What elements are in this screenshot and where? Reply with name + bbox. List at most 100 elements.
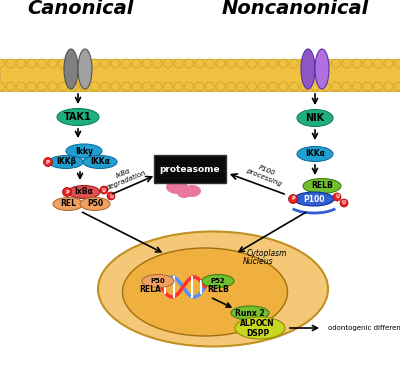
Circle shape: [394, 59, 400, 68]
Text: U: U: [342, 200, 346, 206]
Circle shape: [153, 59, 162, 68]
Ellipse shape: [288, 194, 298, 203]
Circle shape: [248, 59, 256, 68]
Ellipse shape: [78, 49, 92, 89]
Text: P: P: [46, 159, 50, 165]
Circle shape: [164, 82, 172, 91]
Circle shape: [69, 59, 78, 68]
Text: Cytoplasm: Cytoplasm: [247, 248, 287, 258]
Circle shape: [142, 59, 152, 68]
Circle shape: [153, 82, 162, 91]
Circle shape: [290, 59, 298, 68]
Circle shape: [48, 82, 57, 91]
Circle shape: [132, 59, 141, 68]
Circle shape: [100, 82, 110, 91]
Circle shape: [300, 82, 309, 91]
Text: Nucleus: Nucleus: [243, 256, 273, 266]
Circle shape: [80, 82, 88, 91]
Ellipse shape: [297, 146, 333, 162]
Bar: [154, 155, 226, 183]
Text: P100: P100: [303, 194, 325, 203]
Circle shape: [174, 82, 183, 91]
Ellipse shape: [80, 197, 110, 210]
Ellipse shape: [122, 248, 288, 336]
Text: U: U: [109, 193, 113, 199]
Text: IxBα: IxBα: [75, 187, 93, 197]
Ellipse shape: [177, 188, 191, 198]
Ellipse shape: [44, 158, 52, 166]
Circle shape: [321, 82, 330, 91]
Text: P: P: [65, 190, 69, 194]
Text: IKKα: IKKα: [90, 158, 110, 166]
Circle shape: [321, 59, 330, 68]
Ellipse shape: [202, 275, 234, 287]
Circle shape: [80, 59, 88, 68]
Circle shape: [16, 59, 26, 68]
Circle shape: [58, 82, 68, 91]
Circle shape: [279, 82, 288, 91]
Ellipse shape: [66, 144, 102, 158]
Circle shape: [300, 59, 309, 68]
Circle shape: [206, 82, 214, 91]
Text: RELB: RELB: [207, 286, 229, 294]
Text: U: U: [335, 194, 339, 200]
Text: P100
processing: P100 processing: [245, 161, 285, 187]
Circle shape: [195, 59, 204, 68]
Circle shape: [100, 59, 110, 68]
Circle shape: [122, 59, 130, 68]
Circle shape: [206, 59, 214, 68]
Text: NIK: NIK: [306, 113, 324, 123]
Circle shape: [290, 82, 298, 91]
Circle shape: [258, 82, 267, 91]
Text: TAK1: TAK1: [64, 112, 92, 122]
Text: OCN: OCN: [256, 320, 274, 328]
Text: IxBα
degradation: IxBα degradation: [103, 163, 147, 191]
Circle shape: [352, 59, 362, 68]
Circle shape: [111, 82, 120, 91]
Circle shape: [27, 59, 36, 68]
Ellipse shape: [235, 317, 285, 339]
Circle shape: [216, 59, 225, 68]
Circle shape: [279, 59, 288, 68]
Ellipse shape: [142, 275, 174, 287]
Circle shape: [384, 59, 393, 68]
Text: odontogenic differentiation: odontogenic differentiation: [328, 325, 400, 331]
Text: proteasome: proteasome: [160, 165, 220, 173]
Circle shape: [111, 59, 120, 68]
Ellipse shape: [62, 187, 72, 197]
Circle shape: [310, 59, 320, 68]
Ellipse shape: [53, 197, 83, 210]
Circle shape: [237, 59, 246, 68]
Ellipse shape: [100, 186, 108, 194]
Text: Noncanonical: Noncanonical: [221, 0, 369, 18]
Circle shape: [184, 82, 194, 91]
Ellipse shape: [303, 179, 341, 193]
Circle shape: [142, 82, 152, 91]
Circle shape: [38, 59, 46, 68]
Circle shape: [0, 59, 4, 68]
Ellipse shape: [301, 49, 315, 89]
Ellipse shape: [340, 199, 348, 207]
Circle shape: [384, 82, 393, 91]
Circle shape: [216, 82, 225, 91]
Circle shape: [374, 59, 382, 68]
Circle shape: [90, 59, 99, 68]
Ellipse shape: [231, 306, 269, 320]
Circle shape: [69, 82, 78, 91]
Circle shape: [174, 59, 183, 68]
Circle shape: [332, 59, 340, 68]
Text: P50: P50: [87, 200, 103, 208]
Ellipse shape: [83, 155, 117, 169]
Ellipse shape: [64, 49, 78, 89]
Circle shape: [363, 59, 372, 68]
Circle shape: [363, 82, 372, 91]
Circle shape: [226, 82, 236, 91]
Circle shape: [248, 82, 256, 91]
Text: Runx 2: Runx 2: [235, 308, 265, 317]
Circle shape: [374, 82, 382, 91]
Ellipse shape: [333, 193, 341, 201]
Text: IKKβ: IKKβ: [56, 158, 76, 166]
Circle shape: [352, 82, 362, 91]
Text: Canonical: Canonical: [27, 0, 133, 18]
Circle shape: [27, 82, 36, 91]
